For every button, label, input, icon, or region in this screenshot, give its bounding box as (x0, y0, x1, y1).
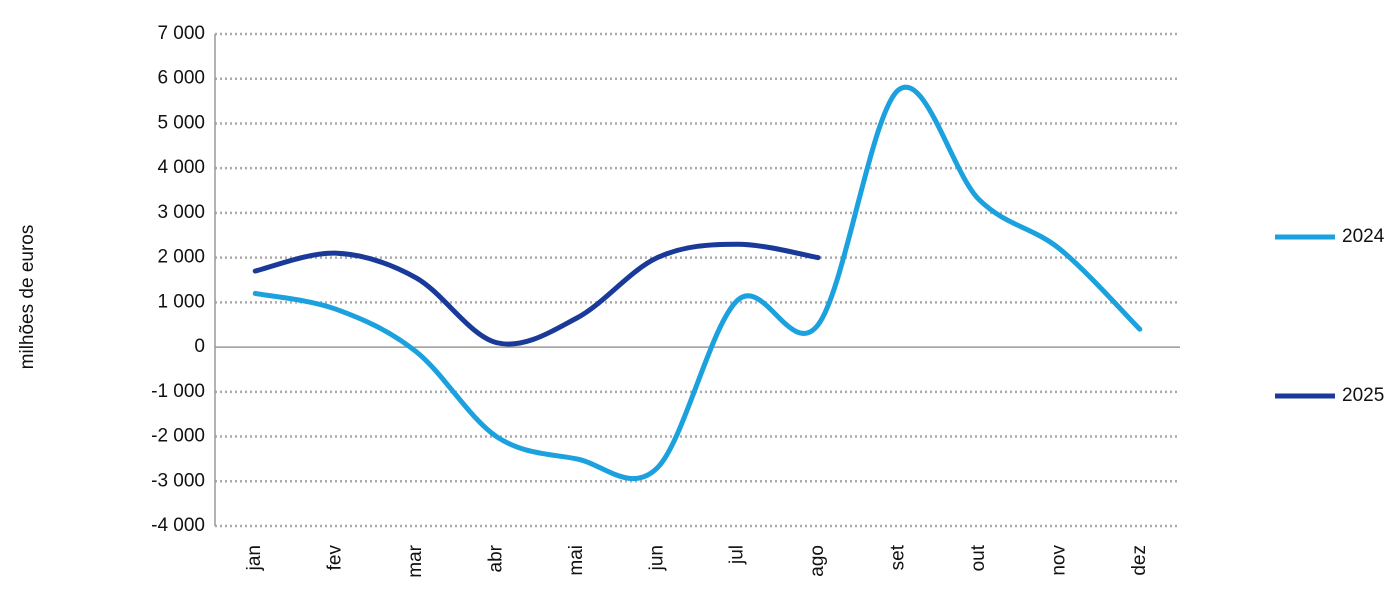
x-tick-label: dez (1129, 545, 1150, 576)
x-tick-label: nov (1048, 545, 1069, 576)
x-tick-label: fev (325, 545, 346, 571)
x-tick-label: jan (244, 545, 265, 571)
y-tick-label: 6 000 (157, 68, 205, 89)
x-tick-label: set (888, 544, 909, 570)
y-tick-label: -2 000 (151, 426, 205, 447)
y-axis-label: milhões de euros (17, 225, 38, 370)
x-tick-label: jun (646, 545, 667, 571)
x-tick-label: mar (405, 544, 426, 577)
legend-label: 2024 (1342, 226, 1385, 247)
x-tick-label: jul (727, 545, 748, 565)
series-line (252, 84, 1143, 482)
y-tick-label: -3 000 (151, 470, 205, 491)
y-tick-label: 7 000 (157, 23, 205, 44)
y-tick-label: -4 000 (151, 515, 205, 536)
legend-label: 2025 (1342, 385, 1384, 406)
y-tick-label: 5 000 (157, 112, 205, 133)
y-tick-label: 1 000 (157, 291, 205, 312)
x-tick-label: out (968, 544, 989, 571)
series-line (252, 241, 821, 347)
y-tick-label: -1 000 (151, 381, 205, 402)
y-tick-label: 0 (194, 336, 205, 357)
y-tick-label: 4 000 (157, 157, 205, 178)
x-tick-label: mai (566, 545, 587, 576)
x-tick-label: abr (485, 544, 506, 572)
x-tick-label: ago (807, 545, 828, 577)
y-tick-label: 2 000 (157, 247, 205, 268)
y-tick-label: 3 000 (157, 202, 205, 223)
